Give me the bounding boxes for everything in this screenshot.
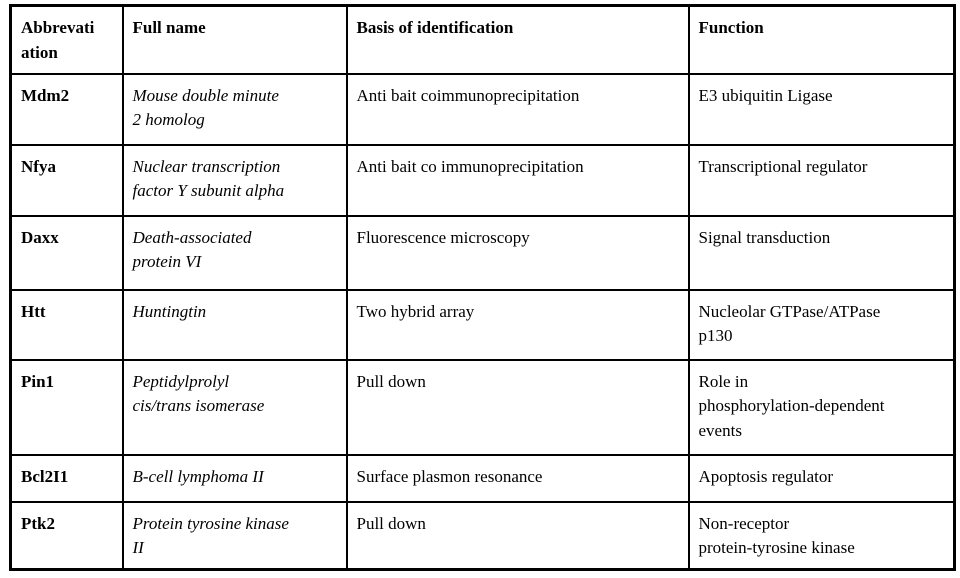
cell-basis: Anti bait coimmunoprecipitation <box>345 72 690 146</box>
header-row: Abbrevati ation Full name Basis of ident… <box>9 4 956 75</box>
cell-function: E3 ubiquitin Ligase <box>687 72 956 146</box>
table-row-htt: Htt Huntingtin Two hybrid array Nucleola… <box>9 288 956 361</box>
cell-basis: Surface plasmon resonance <box>345 453 690 503</box>
cell-basis: Fluorescence microscopy <box>345 214 690 291</box>
cell-basis: Two hybrid array <box>345 288 690 361</box>
column-header-abbreviation: Abbrevati ation <box>9 4 124 75</box>
cell-abbreviation: Nfya <box>9 143 124 217</box>
cell-full-name: Huntingtin <box>121 288 348 361</box>
cell-full-name: Death-associated protein VI <box>121 214 348 291</box>
cell-basis: Pull down <box>345 500 690 571</box>
cell-basis: Pull down <box>345 358 690 456</box>
cell-full-name: Mouse double minute 2 homolog <box>121 72 348 146</box>
cell-full-name: Peptidylprolyl cis/trans isomerase <box>121 358 348 456</box>
cell-abbreviation: Ptk2 <box>9 500 124 571</box>
protein-interactions-table: Abbrevati ation Full name Basis of ident… <box>9 4 956 571</box>
table-row-bcl2i1: Bcl2I1 B-cell lymphoma II Surface plasmo… <box>9 453 956 503</box>
cell-function: Transcriptional regulator <box>687 143 956 217</box>
cell-full-name: Protein tyrosine kinase II <box>121 500 348 571</box>
column-header-full-name: Full name <box>121 4 348 75</box>
cell-full-name: Nuclear transcription factor Y subunit a… <box>121 143 348 217</box>
cell-full-name: B-cell lymphoma II <box>121 453 348 503</box>
table-row-nfya: Nfya Nuclear transcription factor Y subu… <box>9 143 956 217</box>
table-row-ptk2: Ptk2 Protein tyrosine kinase II Pull dow… <box>9 500 956 571</box>
column-header-basis-of-identification: Basis of identification <box>345 4 690 75</box>
cell-abbreviation: Pin1 <box>9 358 124 456</box>
cell-function: Apoptosis regulator <box>687 453 956 503</box>
cell-function: Role in phosphorylation-dependent events <box>687 358 956 456</box>
cell-function: Nucleolar GTPase/ATPase p130 <box>687 288 956 361</box>
cell-abbreviation: Bcl2I1 <box>9 453 124 503</box>
table-row-mdm2: Mdm2 Mouse double minute 2 homolog Anti … <box>9 72 956 146</box>
column-header-function: Function <box>687 4 956 75</box>
cell-abbreviation: Htt <box>9 288 124 361</box>
table-row-pin1: Pin1 Peptidylprolyl cis/trans isomerase … <box>9 358 956 456</box>
cell-abbreviation: Mdm2 <box>9 72 124 146</box>
cell-basis: Anti bait co immunoprecipitation <box>345 143 690 217</box>
cell-function: Signal transduction <box>687 214 956 291</box>
table-row-daxx: Daxx Death-associated protein VI Fluores… <box>9 214 956 291</box>
cell-function: Non-receptor protein-tyrosine kinase <box>687 500 956 571</box>
cell-abbreviation: Daxx <box>9 214 124 291</box>
